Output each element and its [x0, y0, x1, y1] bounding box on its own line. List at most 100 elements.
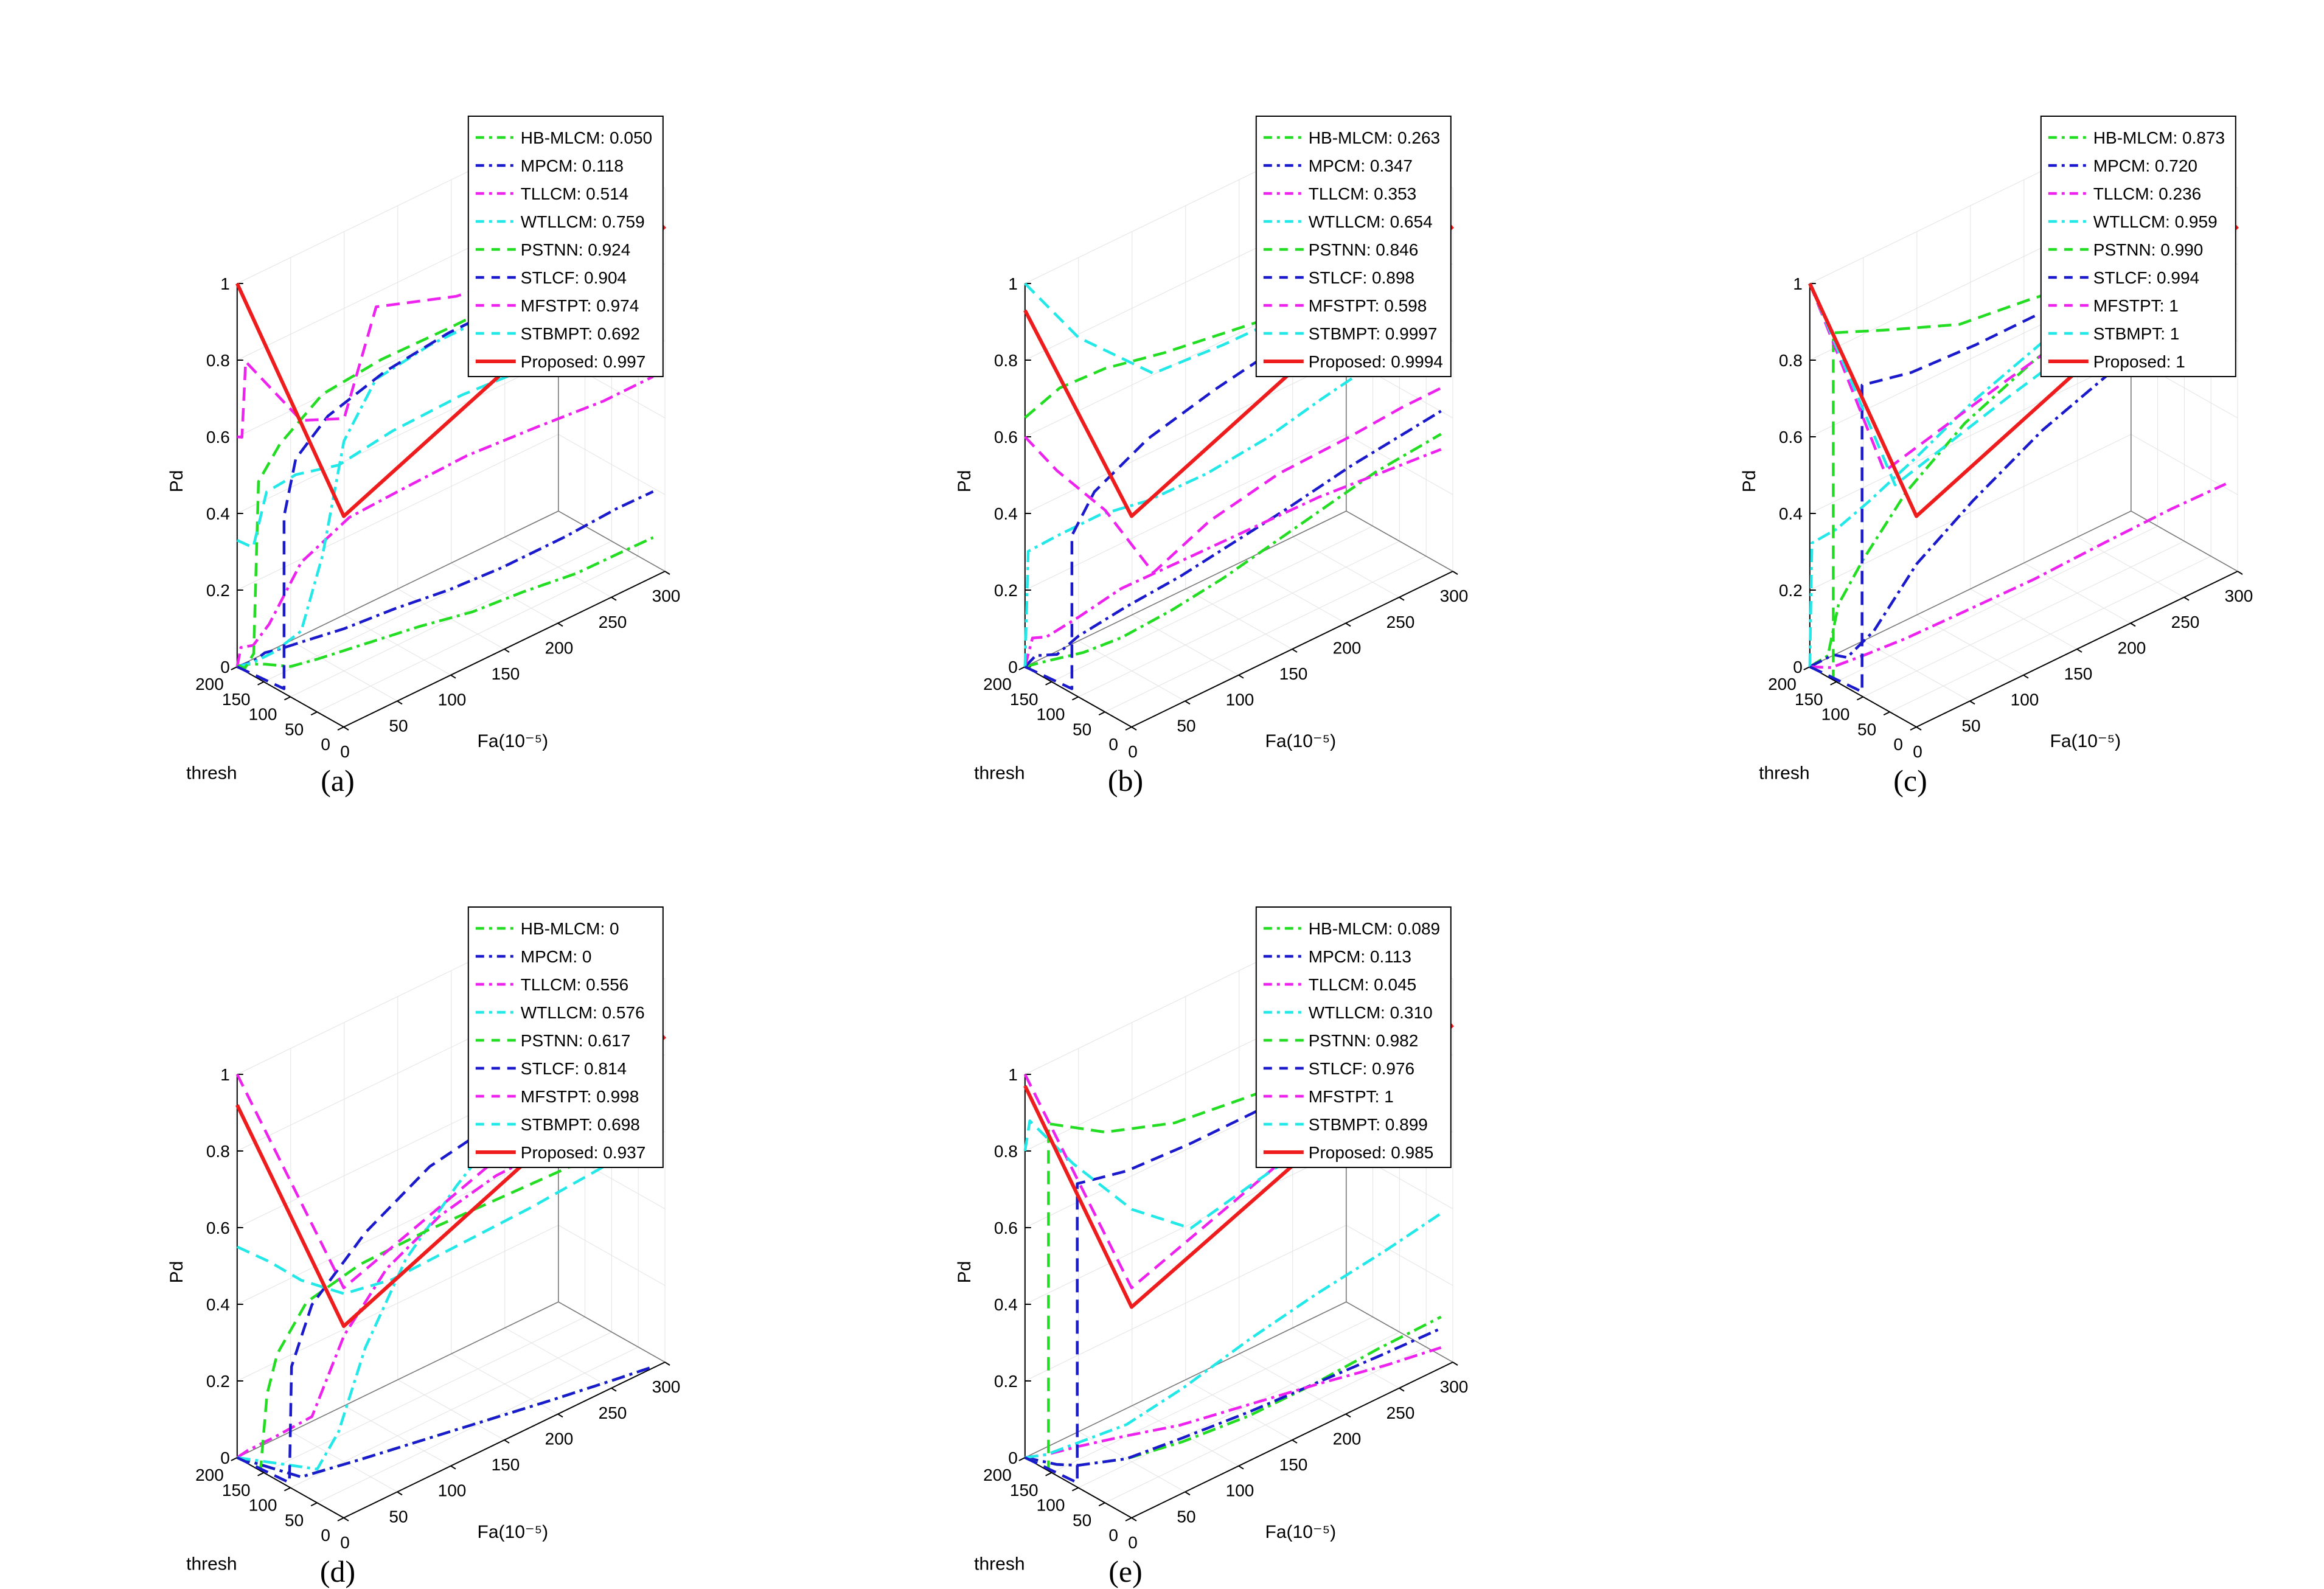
legend-entry: MFSTPT: 1: [1309, 1087, 1394, 1106]
legend-entry: WTLLCM: 0.576: [521, 1003, 645, 1022]
x-tick-mark: [2183, 596, 2190, 601]
z-tick-label: 0: [220, 658, 230, 676]
y-tick-label: 50: [1073, 1511, 1091, 1529]
x-tick-mark: [1292, 1439, 1298, 1444]
legend-entry: STBMPT: 0.899: [1309, 1115, 1428, 1134]
sidewall-gridline-z: [1346, 1225, 1453, 1286]
panel-label: (b): [1108, 763, 1143, 798]
y-tick-mark: [1125, 1517, 1132, 1521]
y-tick-label: 50: [1857, 720, 1876, 739]
series-line-tllcm: [1809, 482, 2227, 669]
x-tick-label: 300: [2225, 586, 2253, 605]
legend-entry: MFSTPT: 0.998: [521, 1087, 639, 1106]
y-tick-mark: [310, 1502, 318, 1507]
legend-entry: HB-MLCM: 0.263: [1309, 128, 1440, 147]
series-line-pstnn: [236, 1127, 654, 1470]
backwall-gridline-z: [1025, 434, 1347, 591]
floor-gridline-y: [1863, 541, 2185, 697]
legend: HB-MLCM: 0.263 MPCM: 0.347 TLLCM: 0.353 WTL…: [1255, 116, 1452, 377]
x-tick-label: 0: [340, 742, 350, 761]
legend-box: [2040, 116, 2236, 377]
y-tick-mark: [1883, 711, 1890, 716]
x-tick-label: 250: [599, 613, 627, 631]
z-axis-label: Pd: [955, 1261, 975, 1284]
z-tick-label: 0.8: [994, 1142, 1018, 1161]
y-tick-label: 50: [1073, 720, 1091, 739]
y-tick-mark: [1830, 681, 1837, 686]
x-axis-label: Fa(10⁻⁵): [478, 1522, 549, 1542]
y-tick-label: 0: [321, 735, 330, 754]
z-tick-label: 0.6: [206, 428, 230, 447]
x-axis-label: Fa(10⁻⁵): [2050, 731, 2121, 751]
legend: HB-MLCM: 0.050 MPCM: 0.118 TLLCM: 0.514 WTL…: [467, 116, 664, 377]
floor-gridline-y: [316, 555, 639, 712]
x-tick-mark: [343, 726, 349, 731]
z-tick-label: 0.6: [1779, 428, 1803, 447]
y-tick-mark: [257, 681, 265, 686]
x-tick-mark: [557, 1413, 563, 1418]
x-tick-label: 50: [389, 716, 408, 735]
series-line-mfstpt: [1808, 233, 2227, 473]
legend-entry: PSTNN: 0.924: [521, 240, 631, 259]
floor-gridline-y: [290, 1332, 612, 1488]
legend-entry: Proposed: 0.985: [1309, 1143, 1434, 1162]
legend: HB-MLCM: 0.873 MPCM: 0.720 TLLCM: 0.236 WTL…: [2040, 116, 2236, 377]
x-tick-mark: [1452, 1361, 1458, 1366]
series-line-mfstpt: [1024, 386, 1442, 574]
legend-entry: STBMPT: 0.698: [521, 1115, 640, 1134]
x-tick-label: 0: [1128, 742, 1138, 761]
legend-entry: STLCF: 0.976: [1309, 1059, 1414, 1078]
x-axis-label: Fa(10⁻⁵): [1265, 1522, 1337, 1542]
chart-panel-2: 05010015020025030005010015020000.20.40.6…: [955, 116, 1468, 798]
x-tick-label: 0: [1913, 742, 1922, 761]
x-tick-label: 300: [1440, 1377, 1469, 1396]
backwall-gridline-z: [1025, 1225, 1347, 1382]
y-tick-label: 0: [1108, 1526, 1118, 1545]
legend-entry: MPCM: 0.113: [1309, 947, 1411, 966]
legend-entry: TLLCM: 0.236: [2093, 184, 2201, 203]
z-axis-label: Pd: [1739, 470, 1759, 493]
x-tick-mark: [450, 1465, 456, 1470]
x-tick-label: 100: [1226, 690, 1254, 709]
z-tick-label: 0: [220, 1448, 230, 1467]
chart-panel-1: 05010015020025030005010015020000.20.40.6…: [167, 116, 680, 798]
series-line-pstnn: [1809, 229, 2227, 680]
series-line-hb-mlcm: [237, 1365, 654, 1479]
y-tick-label: 200: [983, 675, 1012, 694]
y-tick-label: 200: [983, 1466, 1012, 1484]
panel-label: (c): [1893, 763, 1927, 798]
x-tick-label: 250: [1386, 613, 1415, 631]
series-line-mpcm: [1809, 283, 2227, 669]
floor-gridline-y: [263, 1316, 585, 1473]
z-tick-label: 0.8: [994, 351, 1018, 370]
y-tick-mark: [284, 1487, 291, 1492]
x-tick-mark: [343, 1517, 349, 1521]
y-tick-label: 150: [1795, 690, 1823, 709]
x-tick-label: 250: [1386, 1403, 1415, 1422]
y-tick-label: 100: [249, 1496, 277, 1515]
z-tick-label: 0.2: [994, 1372, 1018, 1391]
panel-label: (d): [320, 1554, 355, 1588]
y-axis-label: thresh: [186, 763, 237, 783]
back-floor-edge-y: [1346, 1301, 1453, 1363]
legend-entry: MFSTPT: 0.974: [521, 296, 639, 315]
y-tick-label: 0: [1893, 735, 1903, 754]
y-tick-mark: [1856, 696, 1863, 701]
back-floor-edge-y: [558, 510, 666, 572]
back-floor-edge-x: [1025, 510, 1347, 667]
y-tick-mark: [1125, 726, 1132, 731]
z-tick-label: 0.2: [994, 581, 1018, 600]
legend-entry: MPCM: 0.720: [2093, 156, 2197, 175]
panel-label: (e): [1108, 1554, 1143, 1588]
z-tick-label: 1: [220, 1065, 230, 1084]
floor-gridline-y: [1078, 541, 1400, 697]
chart-panel-4: 05010015020025030005010015020000.20.40.6…: [167, 906, 680, 1588]
series-line-tllcm: [236, 1105, 654, 1459]
backwall-gridline-z: [1809, 357, 2132, 514]
x-tick-mark: [1399, 1387, 1405, 1392]
x-tick-mark: [1345, 1413, 1351, 1418]
x-tick-label: 50: [389, 1507, 408, 1526]
y-tick-mark: [337, 1517, 344, 1521]
x-tick-label: 150: [492, 1455, 520, 1474]
